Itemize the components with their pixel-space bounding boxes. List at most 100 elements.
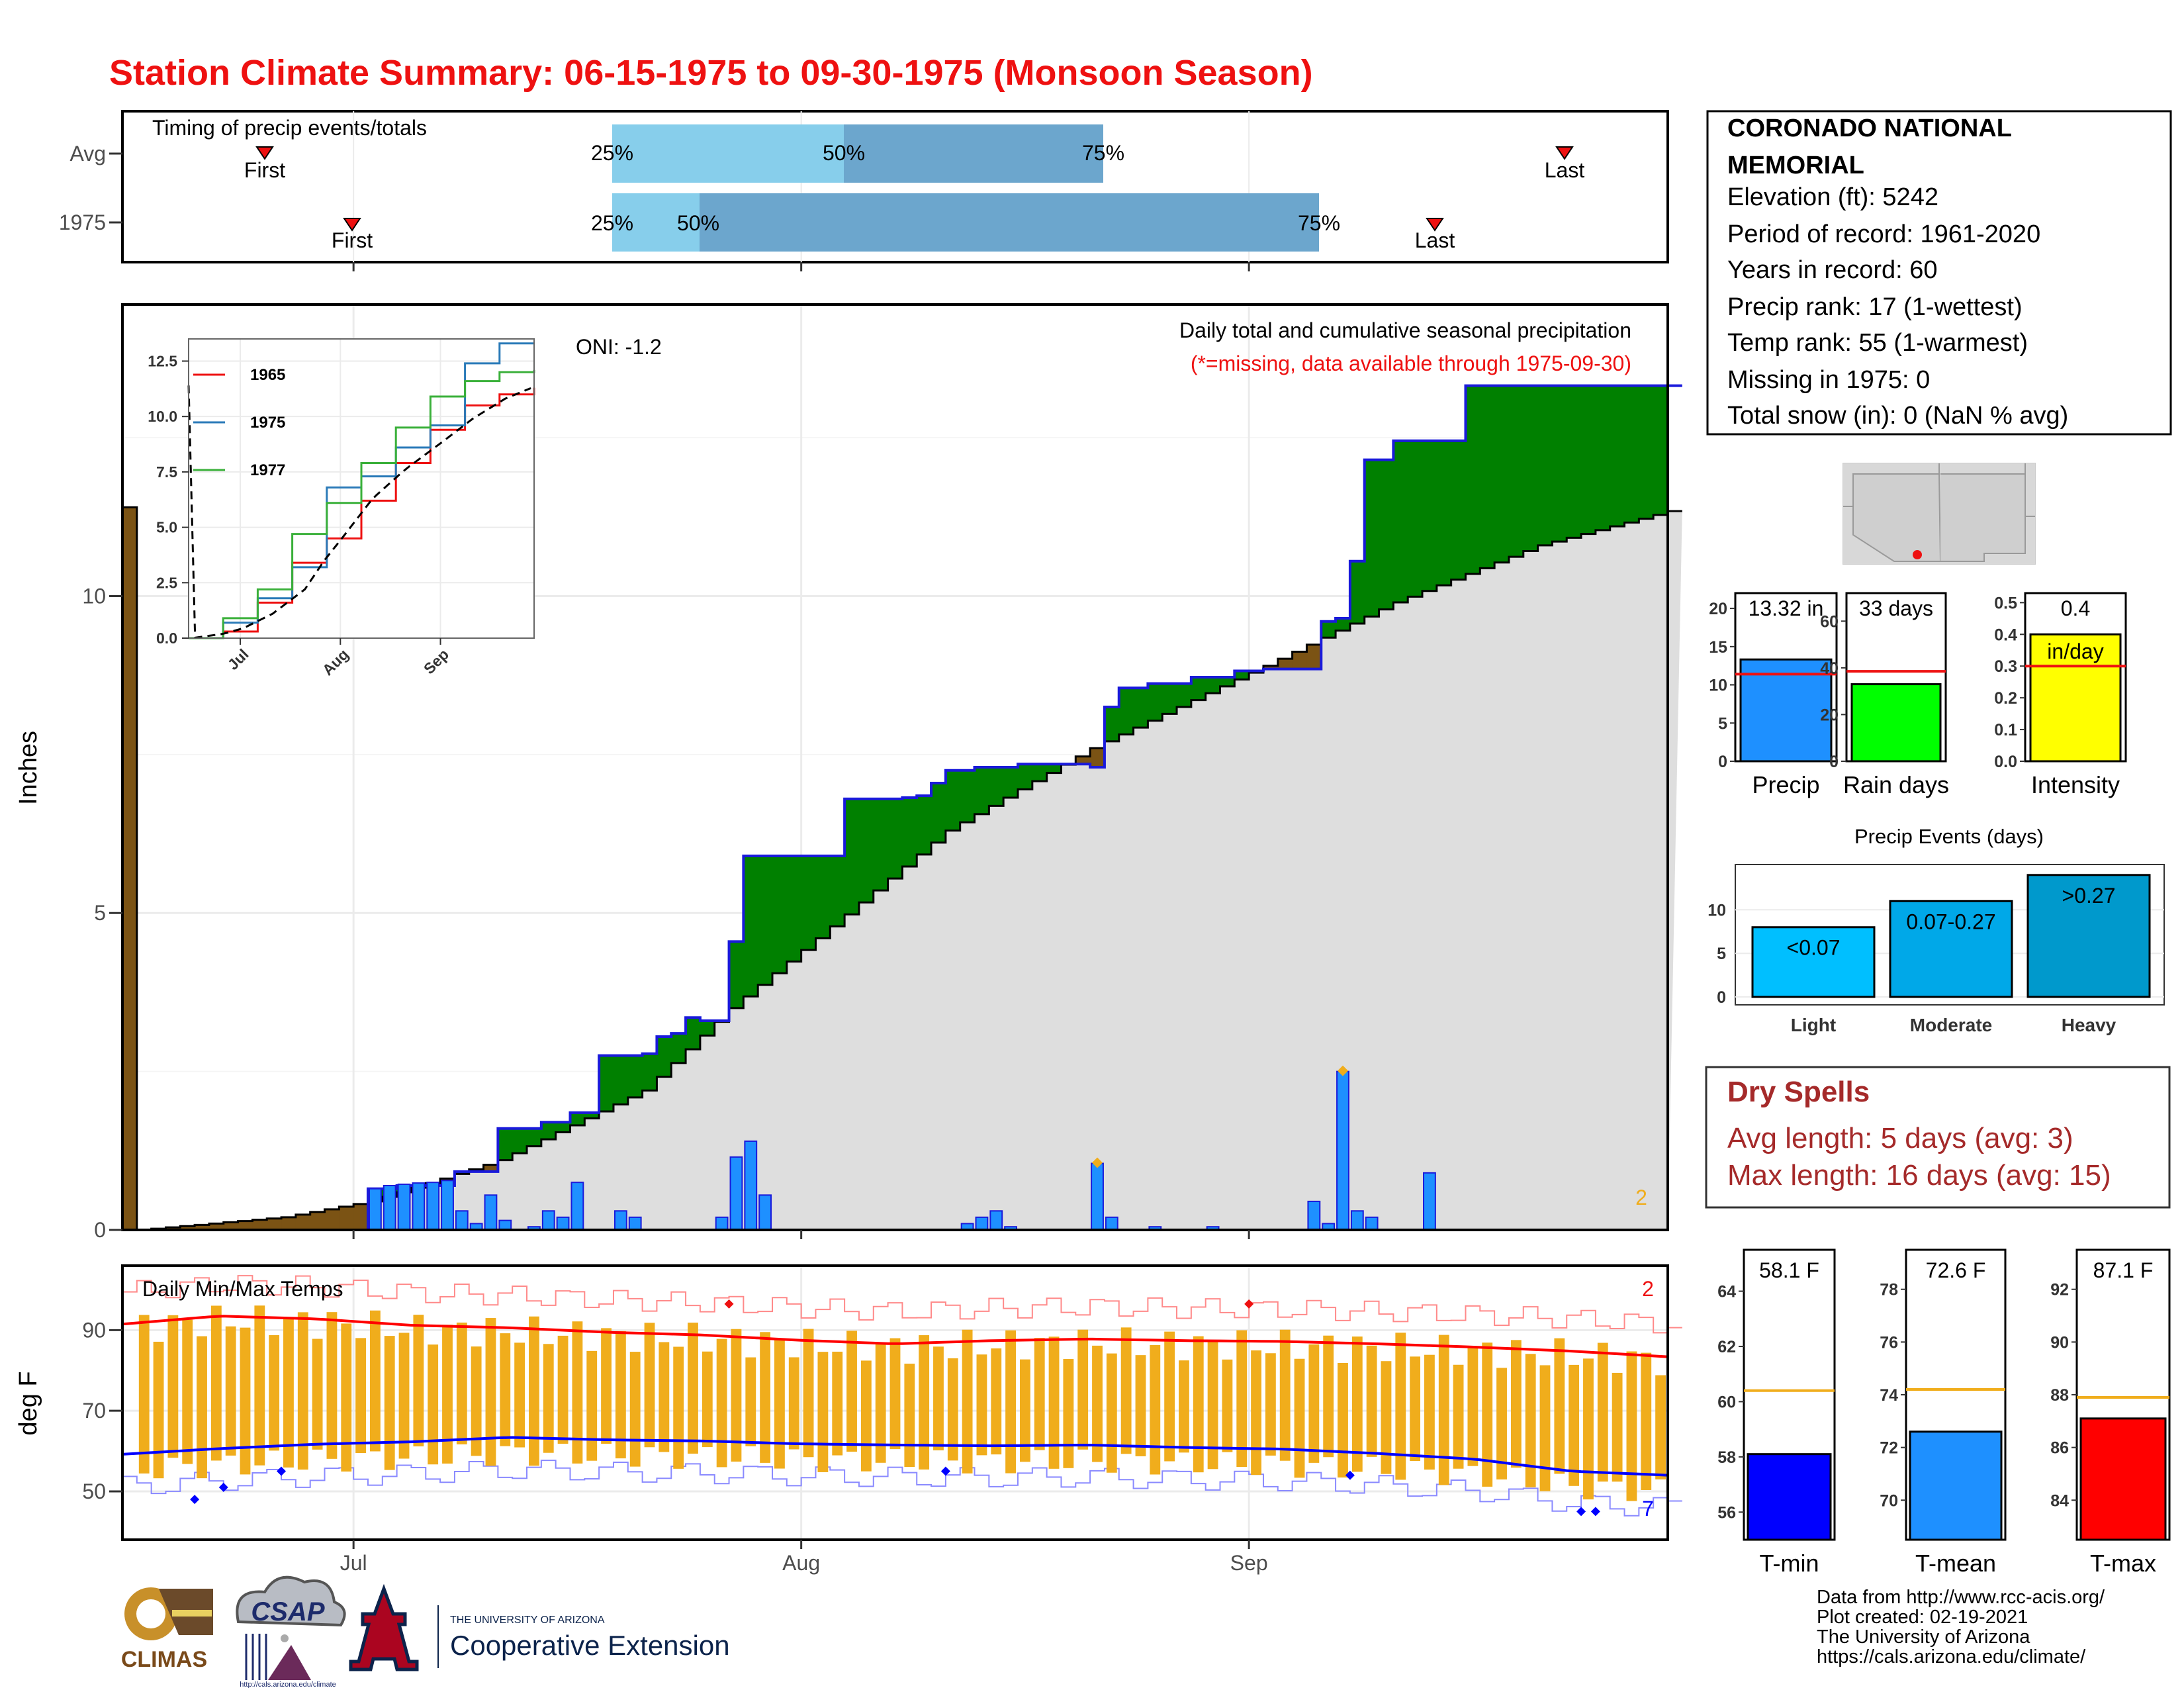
station-info-box: CORONADO NATIONAL MEMORIAL Elevation (ft… — [1706, 110, 2172, 436]
inset-average-line — [187, 385, 531, 639]
station-precip-rank: Precip rank: 17 (1-wettest) — [1727, 293, 2023, 321]
daily-temp-range-bar — [586, 1350, 598, 1461]
ua-extension: Cooperative Extension — [450, 1630, 730, 1661]
surplus-area — [1046, 764, 1062, 773]
daily-precip-bar — [1336, 1070, 1349, 1231]
surplus-area — [743, 856, 758, 997]
summary-y-tick-label: 40 — [1820, 659, 1839, 678]
deficit-area — [122, 507, 138, 1231]
temp-summary-y-tick-label: 62 — [1717, 1338, 1736, 1356]
station-location-marker — [1913, 550, 1922, 559]
surplus-area — [887, 798, 903, 879]
timing-panel: Timing of precip events/totals Avg 1975 … — [59, 110, 1669, 271]
surplus-area — [917, 796, 932, 855]
record-high-marker — [1244, 1299, 1254, 1309]
station-temp-rank: Temp rank: 55 (1-warmest) — [1727, 329, 2028, 357]
daily-temp-range-bar — [962, 1329, 973, 1474]
surplus-area — [1408, 440, 1423, 597]
daily-precip-bar — [570, 1182, 584, 1231]
deficit-area — [223, 1222, 239, 1230]
surplus-area — [1610, 385, 1625, 527]
daily-temp-range-bar — [875, 1343, 886, 1463]
deficit-area — [339, 1206, 354, 1230]
daily-precip-bar — [1423, 1172, 1436, 1231]
deficit-area — [324, 1209, 340, 1230]
daily-temp-range-bar — [1179, 1360, 1189, 1453]
extreme-event-marker — [1092, 1157, 1103, 1168]
temp-count-bottom: 7 — [1642, 1497, 1654, 1521]
inset-chart: 0.02.55.07.510.012.5 Jul Aug Sep 196519751… — [148, 338, 535, 679]
daily-precip-bar — [426, 1182, 440, 1231]
surplus-area — [1017, 764, 1033, 790]
daily-temp-range-bar — [1496, 1368, 1507, 1479]
daily-temp-range-bar — [1019, 1359, 1030, 1462]
surplus-area — [1639, 385, 1654, 519]
daily-temp-range-bar — [312, 1338, 323, 1450]
deficit-area — [295, 1214, 311, 1230]
surplus-area — [974, 767, 989, 814]
y1975-first-label: First — [332, 228, 373, 252]
precip-missing-note: (*=missing, data available through 1975-… — [1191, 352, 1631, 375]
daily-temp-range-bar — [167, 1315, 179, 1458]
daily-precip-bar — [556, 1216, 570, 1231]
daily-precip-bar — [1350, 1210, 1364, 1231]
surplus-area — [1508, 385, 1524, 557]
inset-y-tick-label: 7.5 — [156, 463, 177, 481]
daily-temp-range-bar — [1120, 1327, 1132, 1454]
x-axis-tick-label: Sep — [1230, 1551, 1268, 1575]
surplus-area — [498, 1128, 513, 1160]
deficit-area — [281, 1217, 296, 1230]
temp-y-axis-title: deg F — [15, 1371, 42, 1435]
daily-temp-range-bar — [1265, 1353, 1276, 1456]
precip-event-category: Moderate — [1910, 1015, 1992, 1035]
surplus-area — [1422, 440, 1437, 591]
temp-y-tick-label: 70 — [82, 1399, 106, 1423]
station-missing: Missing in 1975: 0 — [1727, 366, 1930, 394]
deficit-area — [238, 1221, 253, 1230]
temp-summary-y-tick-label: 76 — [1880, 1333, 1898, 1352]
daily-temp-range-bar — [1510, 1340, 1522, 1468]
precip-event-category: Heavy — [2062, 1015, 2116, 1035]
summary-y-tick-label: 0 — [1829, 753, 1839, 771]
daily-temp-range-bar — [832, 1351, 843, 1456]
daily-temp-range-bar — [1482, 1342, 1493, 1487]
summary-y-tick-label: 0.0 — [1994, 753, 2017, 771]
temp-summary-bar — [1747, 1453, 1832, 1541]
surplus-area — [657, 1036, 672, 1077]
summary-y-tick-label: 0.1 — [1994, 721, 2017, 739]
inset-series-line — [189, 369, 535, 639]
summary-y-tick-label: 60 — [1820, 612, 1839, 631]
surplus-area — [700, 1021, 715, 1036]
inset-legend-label: 1975 — [250, 414, 285, 432]
summary-value-bar — [2029, 633, 2122, 763]
events-y-tick-label: 10 — [1707, 901, 1726, 919]
daily-temp-range-bar — [210, 1305, 222, 1461]
inset-y-tick-label: 5.0 — [156, 519, 177, 536]
record-low-marker — [940, 1466, 950, 1476]
deficit-area — [1277, 659, 1293, 669]
daily-temp-range-bar — [225, 1326, 236, 1456]
temp-y-tick-label: 50 — [82, 1479, 106, 1503]
daily-temp-range-bar — [529, 1316, 539, 1466]
ua-name: THE UNIVERSITY OF ARIZONA — [450, 1615, 605, 1626]
summary-bars: 13.32 in 0 5 10 15 20 Precip 33 days 0 20 40 60 Rain… — [1709, 592, 2127, 798]
surplus-area — [613, 1055, 629, 1105]
daily-temp-range-bar — [500, 1333, 511, 1446]
daily-precip-bar — [498, 1219, 512, 1231]
daily-temp-range-bar — [1207, 1340, 1218, 1470]
dry-spells-avg: Avg length: 5 days (avg: 3) — [1727, 1122, 2073, 1154]
timing-title: Timing of precip events/totals — [152, 116, 427, 140]
surplus-area — [1595, 385, 1611, 530]
surplus-area — [1336, 618, 1351, 631]
surplus-area — [1537, 385, 1553, 545]
csap-logo-text: CSAP — [251, 1597, 324, 1626]
avg-first-label: First — [244, 158, 285, 182]
deficit-area — [208, 1223, 224, 1230]
daily-temp-range-bar — [355, 1338, 366, 1454]
deficit-area — [1090, 748, 1105, 767]
summary-value-unit: in/day — [2047, 639, 2103, 663]
daily-temp-range-bar — [138, 1315, 150, 1474]
temp-summary-value-label: 58.1 F — [1759, 1258, 1819, 1282]
daily-temp-range-bar — [1135, 1355, 1146, 1456]
daily-temp-range-bar — [1453, 1364, 1464, 1469]
